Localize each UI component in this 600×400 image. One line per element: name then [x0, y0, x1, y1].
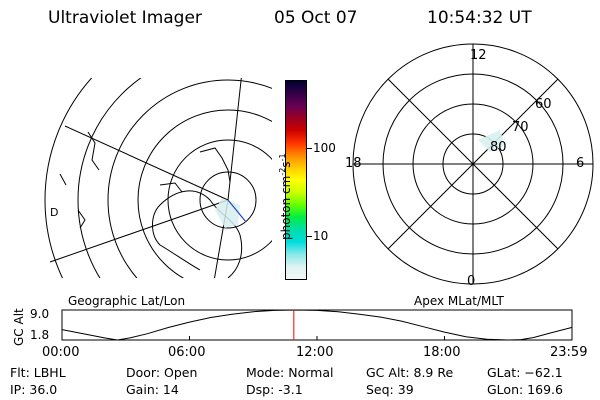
time-label: 10:54:32 UT: [427, 8, 532, 28]
lat-circle: [44, 78, 93, 278]
mlt-label-12: 12: [470, 48, 487, 63]
orbit-altitude-chart: [61, 309, 573, 341]
xtick-label: 06:00: [168, 345, 206, 360]
ip-info: IP: 36.0: [10, 382, 58, 397]
svg-text:D: D: [50, 206, 58, 219]
xtick-label: 18:00: [423, 345, 461, 360]
right-panel-label: Apex MLat/MLT: [414, 294, 504, 308]
meridian-line: [227, 78, 242, 201]
field-line: [227, 199, 247, 223]
seq-info: Seq: 39: [366, 382, 414, 397]
lat-circle: [77, 78, 142, 278]
aurora-patch: [215, 198, 240, 228]
meridian-line: [214, 199, 229, 278]
mlat-label-60: 60: [535, 97, 552, 112]
orbit-ylabel: GC Alt: [12, 308, 26, 346]
meridian-line: [49, 199, 229, 263]
gc-alt-info: GC Alt: 8.9 Re: [366, 365, 454, 380]
app-title: Ultraviolet Imager: [48, 8, 202, 28]
colorbar-gradient: [286, 81, 306, 279]
glon-info: GLon: 169.6: [487, 382, 563, 397]
lat-circle: [107, 79, 272, 278]
gain-info: Gain: 14: [126, 382, 179, 397]
colorbar: [285, 80, 307, 280]
mlat-label-70: 70: [512, 120, 529, 135]
xtick-label: 00:00: [42, 345, 80, 360]
colorbar-tick-label: 10: [313, 229, 329, 243]
xtick-label: 23:59: [550, 345, 588, 360]
lat-circle: [137, 109, 272, 278]
dsp-info: Dsp: -3.1: [246, 382, 303, 397]
colorbar-tick: [306, 236, 312, 237]
altitude-series-line: [61, 309, 572, 341]
mlat-label-80: 80: [490, 140, 507, 155]
date-label: 05 Oct 07: [274, 8, 358, 28]
mlt-label-0: 0: [467, 274, 476, 289]
colorbar-tick-label: 100: [313, 141, 336, 155]
ytick-label: 9.0: [30, 307, 50, 321]
ytick-label: 1.8: [30, 328, 50, 342]
lat-circle: [167, 139, 272, 261]
glat-info: GLat: −62.1: [487, 365, 563, 380]
mlt-line: [387, 78, 559, 250]
mlt-label-18: 18: [345, 156, 362, 171]
left-panel-label: Geographic Lat/Lon: [68, 294, 186, 308]
aurora-patch: [478, 130, 505, 152]
mlt-label-6: 6: [576, 156, 585, 171]
colorbar-tick: [306, 148, 312, 149]
mode-info: Mode: Normal: [246, 365, 334, 380]
filter-info: Flt: LBHL: [10, 365, 66, 380]
door-info: Door: Open: [126, 365, 198, 380]
xtick-label: 12:00: [296, 345, 334, 360]
